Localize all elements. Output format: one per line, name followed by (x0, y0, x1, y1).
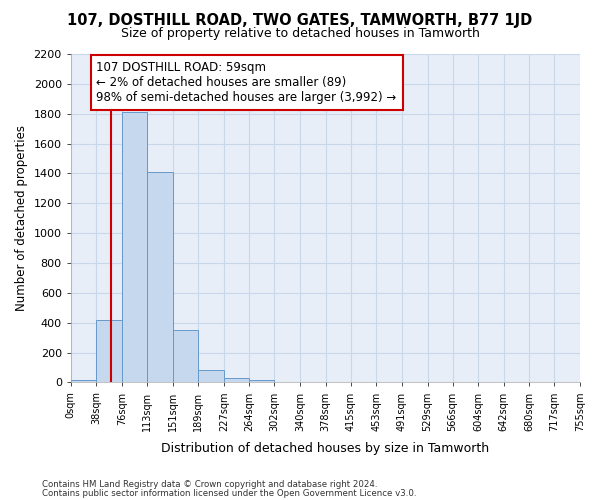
Text: Size of property relative to detached houses in Tamworth: Size of property relative to detached ho… (121, 28, 479, 40)
Bar (249, 380, 274, 382)
X-axis label: Distribution of detached houses by size in Tamworth: Distribution of detached houses by size … (161, 442, 490, 455)
Bar (122, 112, 147, 382)
Bar (224, 378, 249, 382)
Text: 107, DOSTHILL ROAD, TWO GATES, TAMWORTH, B77 1JD: 107, DOSTHILL ROAD, TWO GATES, TAMWORTH,… (67, 12, 533, 28)
Text: Contains HM Land Registry data © Crown copyright and database right 2024.: Contains HM Land Registry data © Crown c… (42, 480, 377, 489)
Text: Contains public sector information licensed under the Open Government Licence v3: Contains public sector information licen… (42, 488, 416, 498)
Bar (173, 330, 198, 382)
Bar (147, 172, 173, 382)
Bar (71, 380, 97, 382)
Text: 107 DOSTHILL ROAD: 59sqm
← 2% of detached houses are smaller (89)
98% of semi-de: 107 DOSTHILL ROAD: 59sqm ← 2% of detache… (97, 60, 397, 104)
Bar (198, 370, 224, 382)
Bar (97, 320, 122, 382)
Y-axis label: Number of detached properties: Number of detached properties (15, 125, 28, 311)
